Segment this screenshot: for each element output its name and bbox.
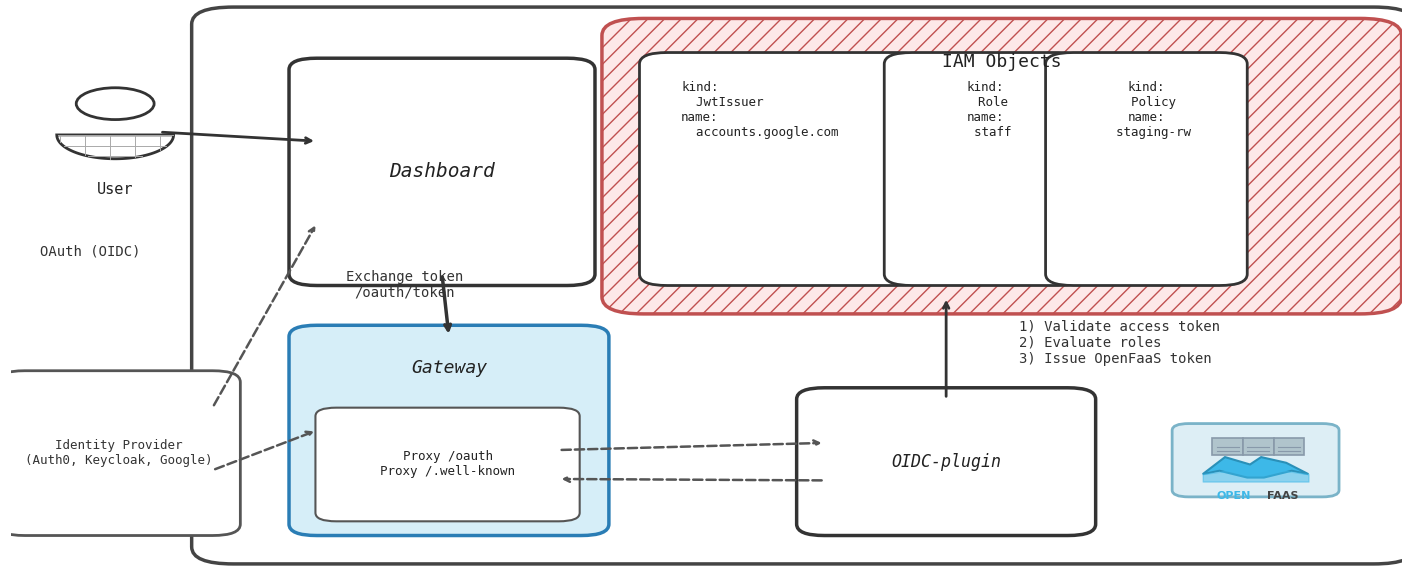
- FancyBboxPatch shape: [1243, 439, 1274, 456]
- Text: FAAS: FAAS: [1267, 490, 1298, 501]
- Text: Gateway: Gateway: [411, 359, 487, 377]
- Text: kind:
  JwtIssuer
name:
  accounts.google.com: kind: JwtIssuer name: accounts.google.co…: [682, 81, 839, 139]
- FancyBboxPatch shape: [1045, 53, 1247, 286]
- Text: 1) Validate access token
2) Evaluate roles
3) Issue OpenFaaS token: 1) Validate access token 2) Evaluate rol…: [1019, 320, 1221, 366]
- FancyBboxPatch shape: [192, 7, 1403, 564]
- FancyBboxPatch shape: [602, 18, 1402, 314]
- FancyBboxPatch shape: [797, 388, 1096, 536]
- Text: Exchange token
/oauth/token: Exchange token /oauth/token: [345, 270, 463, 300]
- Circle shape: [76, 88, 154, 119]
- FancyBboxPatch shape: [640, 53, 925, 286]
- Text: Proxy /oauth
Proxy /.well-known: Proxy /oauth Proxy /.well-known: [380, 451, 515, 478]
- FancyBboxPatch shape: [884, 53, 1086, 286]
- Text: kind:
  Policy
name:
  staging-rw: kind: Policy name: staging-rw: [1101, 81, 1191, 139]
- Polygon shape: [1202, 457, 1309, 477]
- FancyBboxPatch shape: [289, 325, 609, 536]
- Text: User: User: [97, 182, 133, 197]
- FancyBboxPatch shape: [289, 58, 595, 286]
- FancyBboxPatch shape: [316, 408, 579, 521]
- Text: OAuth (OIDC): OAuth (OIDC): [39, 244, 140, 259]
- FancyBboxPatch shape: [1274, 439, 1305, 456]
- Text: Dashboard: Dashboard: [389, 162, 495, 182]
- Text: OIDC-plugin: OIDC-plugin: [891, 453, 1002, 471]
- Text: kind:
  Role
name:
  staff: kind: Role name: staff: [958, 81, 1012, 139]
- Text: IAM Objects: IAM Objects: [941, 53, 1062, 71]
- FancyBboxPatch shape: [1172, 424, 1338, 497]
- Polygon shape: [56, 135, 174, 159]
- FancyBboxPatch shape: [1212, 439, 1243, 456]
- Text: Identity Provider
(Auth0, Keycloak, Google): Identity Provider (Auth0, Keycloak, Goog…: [25, 439, 212, 467]
- Text: OPEN: OPEN: [1216, 490, 1251, 501]
- FancyBboxPatch shape: [0, 371, 240, 536]
